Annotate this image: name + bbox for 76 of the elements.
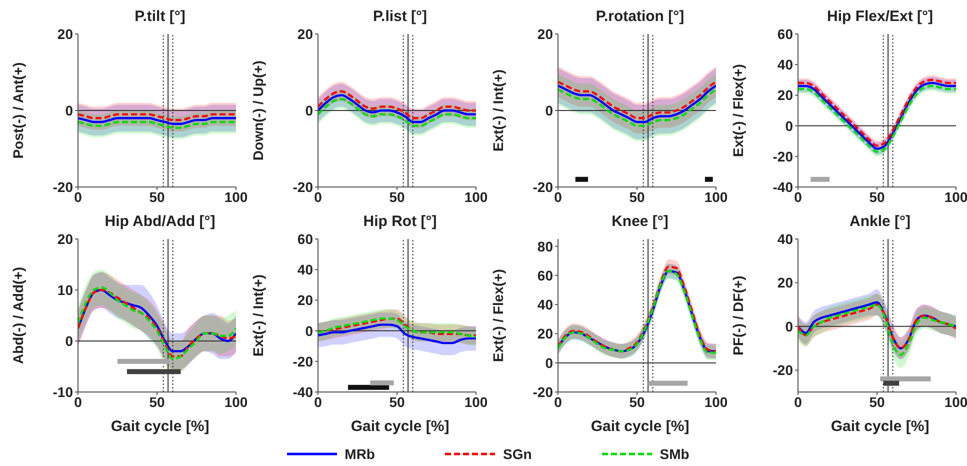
y-tick-label: 40 [777, 56, 794, 73]
y-tick-label: -40 [772, 178, 794, 195]
y-tick-label: 0 [545, 102, 554, 118]
x-tick-label: 100 [224, 394, 248, 410]
y-tick-label: -20 [772, 362, 794, 378]
x-tick-label: 100 [944, 394, 967, 410]
y-tick-label: 40 [777, 230, 794, 247]
y-axis-title: Ext(-) / Flex(+) [490, 269, 506, 362]
legend-label: MRb [344, 446, 375, 462]
y-tick-label: 60 [777, 26, 794, 42]
x-tick-label: 50 [869, 394, 885, 410]
x-tick-label: 50 [629, 188, 645, 205]
y-tick-label: 20 [537, 326, 554, 342]
y-axis-title: Ext(-) / Int(+) [490, 69, 506, 152]
y-tick-label: 0 [305, 102, 314, 118]
x-axis-title: Gait cycle [%] [350, 418, 450, 437]
y-tick-label: -40 [292, 384, 314, 400]
y-tick-label: 0 [305, 322, 314, 339]
chart-title: P.rotation [°] [596, 8, 684, 25]
y-tick-label: 20 [297, 292, 314, 308]
x-tick-label: 50 [389, 394, 405, 410]
y-axis-title: Ext(-) / Int(+) [250, 274, 266, 357]
chart-title: Hip Abd/Add [°] [104, 213, 216, 230]
x-tick-label: 50 [149, 394, 165, 410]
line-series [318, 324, 476, 344]
chart-title: Knee [°] [610, 213, 670, 232]
x-tick-label: 100 [944, 188, 967, 205]
x-tick-label: 50 [629, 394, 645, 410]
x-axis-title: Gait cycle [%] [110, 418, 210, 437]
y-axis-title: Ext(-) / Flex(+) [730, 64, 746, 157]
y-axis-title: Post(-) / Ant(+) [10, 62, 26, 159]
x-tick-label: 50 [389, 188, 405, 205]
y-tick-label: 20 [57, 230, 74, 247]
x-tick-label: 50 [149, 188, 165, 205]
y-tick-label: -20 [532, 178, 554, 195]
y-tick-label: -20 [292, 178, 314, 195]
chart-title: Hip Rot [°] [363, 213, 437, 230]
y-tick-label: 20 [777, 274, 794, 291]
chart-title: P.tilt [°] [134, 8, 186, 25]
y-tick-label: 40 [537, 296, 554, 313]
y-tick-label: 0 [545, 354, 554, 371]
chart-title: Hip Flex/Ext [°] [826, 8, 933, 25]
y-tick-label: 60 [297, 230, 314, 247]
legend-label: SMb [660, 446, 690, 462]
y-tick-label: 60 [537, 267, 554, 284]
x-tick-label: 100 [224, 188, 248, 205]
y-tick-label: -20 [292, 353, 314, 370]
x-axis-title: Gait cycle [%] [590, 418, 690, 437]
x-tick-label: 100 [704, 188, 728, 205]
y-tick-label: 0 [785, 318, 794, 334]
y-tick-label: 0 [65, 102, 74, 118]
y-tick-label: -10 [52, 384, 74, 400]
y-axis-title: PF(-) / DF(+) [730, 276, 746, 356]
y-tick-label: -20 [532, 384, 554, 400]
y-tick-label: 0 [785, 118, 794, 134]
x-tick-label: 100 [704, 394, 728, 410]
y-tick-label: 10 [57, 282, 74, 298]
y-tick-label: -20 [772, 148, 794, 164]
y-axis-title: Down(-) / Up(+) [250, 60, 266, 160]
y-tick-label: -20 [52, 178, 74, 195]
y-tick-label: 0 [65, 332, 74, 349]
y-tick-label: 20 [537, 26, 554, 42]
chart-title: Ankle [°] [849, 213, 910, 230]
line-series [318, 90, 476, 120]
legend-label: SGn [502, 446, 532, 462]
y-tick-label: 40 [297, 262, 314, 278]
y-axis-title: Abd(-) / Add(+) [10, 266, 26, 364]
y-tick-label: 80 [537, 238, 554, 254]
x-axis-title: Gait cycle [%] [830, 418, 930, 437]
y-tick-label: 20 [777, 87, 794, 104]
x-tick-label: 100 [464, 394, 488, 410]
y-tick-label: 20 [297, 26, 314, 42]
x-tick-label: 50 [869, 188, 885, 205]
chart-title: P.list [°] [372, 8, 428, 25]
y-tick-label: 20 [57, 26, 74, 42]
x-tick-label: 100 [464, 188, 488, 205]
